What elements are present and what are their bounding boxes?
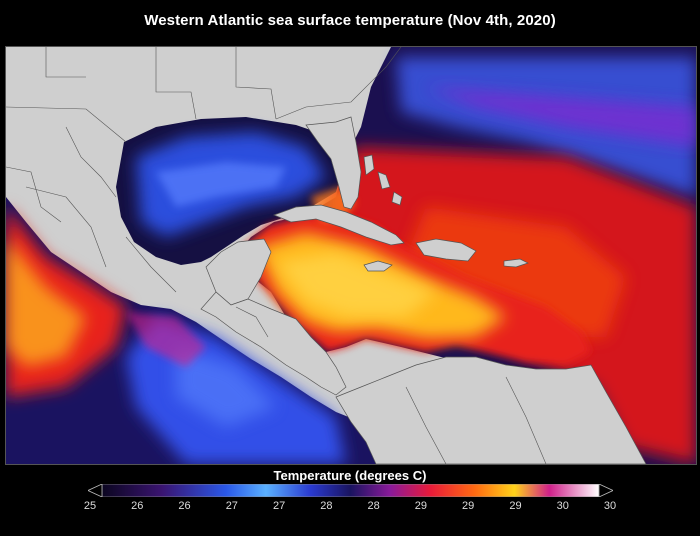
colorbar-low-extend-arrow bbox=[88, 484, 103, 497]
colorbar-tick: 29 bbox=[414, 500, 428, 512]
gulf-of-mexico bbox=[116, 117, 346, 265]
cuba bbox=[273, 204, 405, 246]
colorbar-gradient bbox=[101, 484, 600, 497]
jamaica bbox=[363, 260, 393, 272]
colorbar-tick: 27 bbox=[225, 500, 238, 512]
florida-peninsula bbox=[305, 116, 362, 210]
colorbar-tick: 25 bbox=[83, 500, 97, 512]
colorbar-tick: 29 bbox=[462, 500, 475, 512]
colorbar-ticks: 25 26 26 27 27 28 28 29 29 29 30 30 bbox=[84, 500, 617, 516]
eastern-pacific bbox=[6, 197, 376, 464]
puerto-rico bbox=[503, 258, 529, 268]
colorbar-high-extend-arrow bbox=[598, 484, 613, 497]
sea-surface-temperature-map bbox=[5, 46, 697, 465]
colorbar-tick: 26 bbox=[131, 500, 144, 512]
south-america bbox=[335, 356, 647, 464]
colorbar-tick: 26 bbox=[178, 500, 191, 512]
landmasses bbox=[200, 116, 647, 464]
caribbean-sea bbox=[238, 187, 591, 365]
colorbar-tick: 29 bbox=[509, 500, 522, 512]
country-borders bbox=[6, 47, 547, 464]
map-canvas bbox=[6, 47, 696, 464]
colorbar-tick: 30 bbox=[603, 500, 617, 512]
colorbar-label: Temperature (degrees C) bbox=[273, 468, 427, 483]
colorbar-tick: 28 bbox=[320, 500, 333, 512]
temperature-colorbar bbox=[88, 484, 613, 497]
hispaniola bbox=[415, 238, 477, 262]
map-title: Western Atlantic sea surface temperature… bbox=[144, 12, 556, 29]
colorbar-tick: 30 bbox=[556, 500, 569, 512]
central-america bbox=[200, 291, 347, 396]
colorbar-tick: 27 bbox=[272, 500, 286, 512]
bahamas bbox=[363, 154, 375, 176]
colorbar-tick: 28 bbox=[367, 500, 380, 512]
